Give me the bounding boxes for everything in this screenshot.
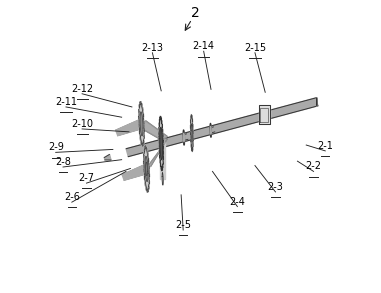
Text: 2-10: 2-10 bbox=[71, 119, 93, 129]
Polygon shape bbox=[142, 107, 143, 112]
Polygon shape bbox=[210, 127, 211, 134]
Text: 2-3: 2-3 bbox=[267, 182, 283, 192]
Polygon shape bbox=[126, 98, 318, 157]
Polygon shape bbox=[148, 188, 149, 192]
Polygon shape bbox=[145, 156, 148, 181]
Text: 2-14: 2-14 bbox=[193, 41, 215, 51]
Text: 2-13: 2-13 bbox=[141, 43, 163, 53]
Text: 2-4: 2-4 bbox=[229, 197, 245, 207]
Text: 2-15: 2-15 bbox=[244, 43, 266, 53]
Polygon shape bbox=[160, 127, 163, 160]
Text: 2-9: 2-9 bbox=[48, 142, 64, 152]
Text: 2-7: 2-7 bbox=[78, 173, 94, 183]
Polygon shape bbox=[144, 149, 149, 189]
Polygon shape bbox=[140, 136, 141, 140]
Polygon shape bbox=[139, 121, 167, 141]
Polygon shape bbox=[183, 133, 184, 142]
Polygon shape bbox=[145, 182, 146, 186]
Polygon shape bbox=[139, 105, 144, 143]
Polygon shape bbox=[140, 112, 143, 136]
Polygon shape bbox=[190, 117, 193, 149]
Polygon shape bbox=[104, 154, 111, 160]
Polygon shape bbox=[143, 113, 144, 117]
Polygon shape bbox=[159, 120, 163, 168]
Polygon shape bbox=[191, 124, 192, 142]
Polygon shape bbox=[147, 152, 148, 156]
Text: 2-12: 2-12 bbox=[71, 84, 93, 94]
Text: 2-11: 2-11 bbox=[55, 97, 77, 107]
Text: 2-1: 2-1 bbox=[317, 141, 333, 151]
Polygon shape bbox=[162, 173, 163, 185]
Text: 2-6: 2-6 bbox=[64, 192, 80, 202]
Polygon shape bbox=[144, 176, 145, 180]
Text: 2: 2 bbox=[190, 6, 199, 20]
Polygon shape bbox=[116, 120, 143, 136]
Polygon shape bbox=[143, 139, 144, 144]
Polygon shape bbox=[183, 130, 184, 145]
Polygon shape bbox=[160, 142, 165, 179]
Polygon shape bbox=[144, 139, 167, 172]
Polygon shape bbox=[148, 158, 149, 162]
Polygon shape bbox=[259, 105, 270, 125]
Polygon shape bbox=[139, 130, 140, 134]
Polygon shape bbox=[122, 165, 148, 180]
Polygon shape bbox=[149, 173, 150, 177]
Text: 2-5: 2-5 bbox=[175, 220, 191, 230]
Polygon shape bbox=[210, 123, 211, 137]
Text: 2-8: 2-8 bbox=[55, 157, 71, 167]
Text: 2-2: 2-2 bbox=[306, 161, 322, 171]
